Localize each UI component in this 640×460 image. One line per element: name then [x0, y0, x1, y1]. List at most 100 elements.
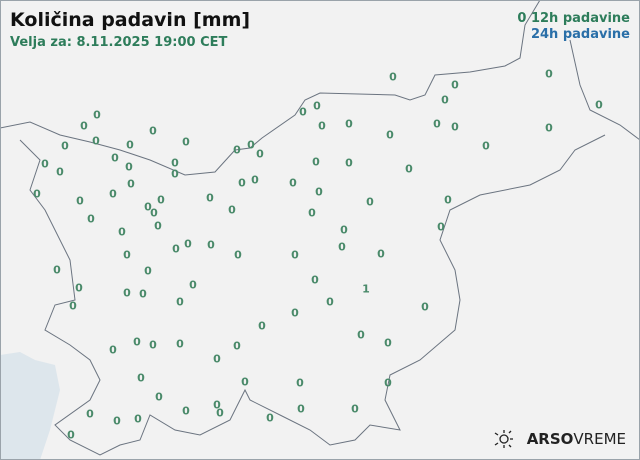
- station-value[interactable]: 0: [213, 398, 221, 412]
- station-value[interactable]: 0: [233, 143, 241, 157]
- arso-logo[interactable]: ARSOVREME: [493, 429, 626, 449]
- station-value[interactable]: 0: [216, 406, 224, 420]
- station-value[interactable]: 0: [345, 117, 353, 131]
- station-value[interactable]: 0: [384, 376, 392, 390]
- station-value[interactable]: 0: [123, 248, 131, 262]
- station-value[interactable]: 0: [433, 117, 441, 131]
- station-value[interactable]: 0: [251, 173, 259, 187]
- station-value[interactable]: 0: [241, 375, 249, 389]
- station-value[interactable]: 0: [139, 287, 147, 301]
- station-value[interactable]: 0: [182, 135, 190, 149]
- station-value[interactable]: 0: [127, 177, 135, 191]
- station-value[interactable]: 0: [441, 93, 449, 107]
- station-value[interactable]: 0: [338, 240, 346, 254]
- station-value[interactable]: 0: [405, 162, 413, 176]
- station-value[interactable]: 0: [53, 263, 61, 277]
- station-value[interactable]: 0: [33, 187, 41, 201]
- station-value[interactable]: 0: [154, 219, 162, 233]
- station-value[interactable]: 0: [233, 339, 241, 353]
- station-value[interactable]: 0: [451, 120, 459, 134]
- station-value[interactable]: 0: [144, 264, 152, 278]
- station-value[interactable]: 0: [291, 306, 299, 320]
- station-value[interactable]: 0: [155, 390, 163, 404]
- station-value[interactable]: 0: [75, 281, 83, 295]
- station-value[interactable]: 0: [137, 371, 145, 385]
- station-value[interactable]: 0: [157, 193, 165, 207]
- station-value[interactable]: 0: [312, 155, 320, 169]
- station-value[interactable]: 0: [149, 124, 157, 138]
- station-value[interactable]: 0: [289, 176, 297, 190]
- station-value[interactable]: 0: [315, 185, 323, 199]
- station-value[interactable]: 0: [171, 156, 179, 170]
- station-value[interactable]: 0: [133, 335, 141, 349]
- station-value[interactable]: 0: [238, 176, 246, 190]
- station-value[interactable]: 0: [308, 206, 316, 220]
- station-value[interactable]: 0: [150, 206, 158, 220]
- station-value[interactable]: 0: [76, 194, 84, 208]
- station-value[interactable]: 0: [87, 212, 95, 226]
- station-value[interactable]: 0: [41, 157, 49, 171]
- station-value[interactable]: 1: [362, 282, 370, 296]
- station-value[interactable]: 0: [67, 428, 75, 442]
- station-value[interactable]: 0: [299, 105, 307, 119]
- station-value[interactable]: 0: [69, 299, 77, 313]
- station-value[interactable]: 0: [297, 402, 305, 416]
- station-value[interactable]: 0: [171, 167, 179, 181]
- station-value[interactable]: 0: [345, 156, 353, 170]
- station-value[interactable]: 0: [189, 278, 197, 292]
- station-value[interactable]: 0: [113, 414, 121, 428]
- station-value[interactable]: 0: [545, 121, 553, 135]
- station-value[interactable]: 0: [111, 151, 119, 165]
- station-value[interactable]: 0: [109, 187, 117, 201]
- station-value[interactable]: 0: [184, 237, 192, 251]
- station-value[interactable]: 0: [61, 139, 69, 153]
- station-value[interactable]: 0: [266, 411, 274, 425]
- station-value[interactable]: 0: [182, 404, 190, 418]
- station-value[interactable]: 0: [311, 273, 319, 287]
- station-value[interactable]: 0: [149, 338, 157, 352]
- station-value[interactable]: 0: [313, 99, 321, 113]
- station-value[interactable]: 0: [389, 70, 397, 84]
- station-value[interactable]: 0: [318, 119, 326, 133]
- station-value[interactable]: 0: [206, 191, 214, 205]
- station-value[interactable]: 0: [247, 138, 255, 152]
- station-value[interactable]: 0: [123, 286, 131, 300]
- station-value[interactable]: 0: [80, 119, 88, 133]
- station-value[interactable]: 0: [545, 67, 553, 81]
- station-value[interactable]: 0: [421, 300, 429, 314]
- station-value[interactable]: 0: [126, 138, 134, 152]
- station-value[interactable]: 0: [176, 337, 184, 351]
- station-value[interactable]: 0: [386, 128, 394, 142]
- station-value[interactable]: 0: [213, 352, 221, 366]
- station-value[interactable]: 0: [144, 200, 152, 214]
- station-value[interactable]: 0: [291, 248, 299, 262]
- station-value[interactable]: 0: [437, 220, 445, 234]
- station-value[interactable]: 0: [351, 402, 359, 416]
- station-value[interactable]: 0: [109, 343, 117, 357]
- station-value[interactable]: 0: [377, 247, 385, 261]
- station-value[interactable]: 0: [366, 195, 374, 209]
- station-value[interactable]: 0: [56, 165, 64, 179]
- station-value[interactable]: 0: [258, 319, 266, 333]
- station-value[interactable]: 0: [444, 193, 452, 207]
- station-value[interactable]: 0: [595, 98, 603, 112]
- station-value[interactable]: 0: [207, 238, 215, 252]
- station-value[interactable]: 0: [228, 203, 236, 217]
- station-value[interactable]: 0: [256, 147, 264, 161]
- station-value[interactable]: 0: [134, 412, 142, 426]
- station-value[interactable]: 0: [93, 108, 101, 122]
- station-value[interactable]: 0: [482, 139, 490, 153]
- station-value[interactable]: 0: [234, 248, 242, 262]
- station-value[interactable]: 0: [451, 78, 459, 92]
- station-value[interactable]: 0: [125, 160, 133, 174]
- station-value[interactable]: 0: [92, 134, 100, 148]
- station-value[interactable]: 0: [340, 223, 348, 237]
- station-value[interactable]: 0: [384, 336, 392, 350]
- station-value[interactable]: 0: [296, 376, 304, 390]
- station-value[interactable]: 0: [172, 242, 180, 256]
- station-value[interactable]: 0: [176, 295, 184, 309]
- station-value[interactable]: 0: [326, 295, 334, 309]
- station-value[interactable]: 0: [86, 407, 94, 421]
- station-value[interactable]: 0: [357, 328, 365, 342]
